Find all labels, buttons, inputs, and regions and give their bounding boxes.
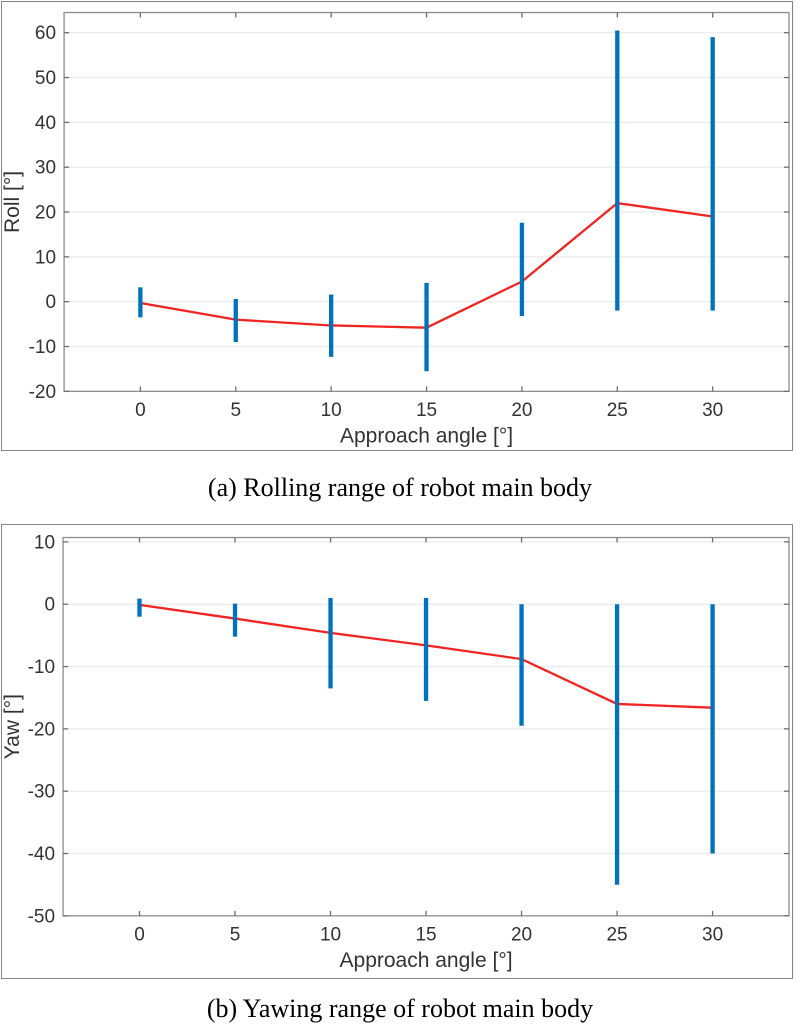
y-tick-label: -10: [29, 337, 56, 358]
x-tick-label: 15: [415, 924, 436, 945]
y-tick-label: -20: [28, 719, 55, 740]
axis-box: [62, 536, 790, 917]
x-tick-label: 25: [606, 924, 627, 945]
x-tick-label: 20: [511, 924, 532, 945]
y-tick-label: -30: [28, 782, 55, 803]
caption-b-text: (b) Yawing range of robot main body: [206, 994, 594, 1023]
x-tick-label: 10: [321, 400, 342, 421]
y-tick-label: 30: [35, 158, 56, 179]
x-axis-label: Approach angle [°]: [339, 949, 512, 972]
y-tick-label: 20: [35, 203, 56, 224]
x-tick-label: 5: [230, 400, 241, 421]
y-tick-label: 40: [35, 113, 56, 134]
y-axis-label: Yaw [°]: [2, 694, 24, 759]
caption-b: (b) Yawing range of robot main body: [0, 979, 800, 1029]
y-tick-label: -40: [28, 844, 55, 865]
yaw-chart-canvas: 0 5 10 15 20 25 30 -50 -40 -30 -20 -10 0 10 Approach a…: [2, 532, 790, 972]
y-tick-label: -20: [29, 382, 56, 403]
y-tick-label: 0: [45, 292, 56, 313]
y-tick-label: 10: [34, 532, 55, 553]
y-tick-label: 10: [35, 247, 56, 268]
roll-chart-canvas: 0 5 10 15 20 25 30 -20 -10 0 10 20 30 40 50 60 Approach …: [2, 11, 790, 447]
caption-a: (a) Rolling range of robot main body: [0, 451, 800, 524]
yaw-chart-panel: 0 5 10 15 20 25 30 -50 -40 -30 -20 -10 0 10 Approach a…: [1, 524, 793, 979]
x-tick-label: 5: [230, 924, 241, 945]
x-tick-label: 30: [702, 400, 723, 421]
y-tick-label: 0: [44, 595, 55, 616]
x-tick-label: 10: [320, 924, 341, 945]
roll-chart-panel: 0 5 10 15 20 25 30 -20 -10 0 10 20 30 40 50 60 Approach …: [1, 1, 793, 451]
y-tick-label: -50: [28, 906, 55, 927]
x-tick-label: 0: [135, 400, 146, 421]
x-tick-label: 25: [607, 400, 628, 421]
y-tick-label: 60: [35, 23, 56, 44]
y-axis-label: Roll [°]: [2, 171, 24, 233]
x-tick-label: 30: [702, 924, 723, 945]
caption-a-text: (a) Rolling range of robot main body: [207, 472, 593, 502]
x-tick-label: 20: [511, 400, 532, 421]
x-axis-label: Approach angle [°]: [340, 424, 513, 447]
y-tick-label: -10: [28, 657, 55, 678]
y-tick-label: 50: [35, 68, 56, 89]
x-tick-label: 15: [416, 400, 437, 421]
x-tick-label: 0: [134, 924, 145, 945]
